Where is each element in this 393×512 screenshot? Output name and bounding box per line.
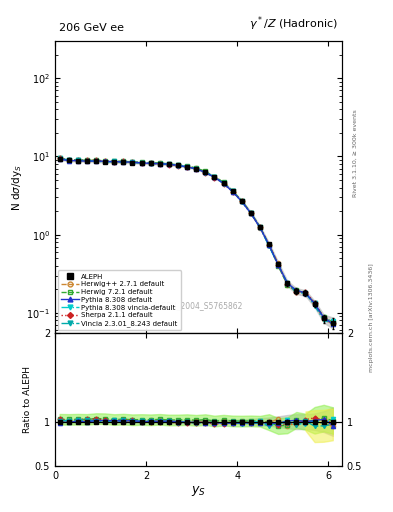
Text: 206 GeV ee: 206 GeV ee: [59, 23, 124, 33]
Y-axis label: Ratio to ALEPH: Ratio to ALEPH: [23, 366, 32, 433]
Text: ALEPH_2004_S5765862: ALEPH_2004_S5765862: [153, 301, 244, 310]
Text: mcplots.cern.ch [arXiv:1306.3436]: mcplots.cern.ch [arXiv:1306.3436]: [369, 263, 374, 372]
Text: Rivet 3.1.10, ≥ 300k events: Rivet 3.1.10, ≥ 300k events: [353, 110, 358, 198]
Y-axis label: N d$\sigma$/dy$_S$: N d$\sigma$/dy$_S$: [9, 163, 24, 210]
Text: $\gamma^*/Z$ (Hadronic): $\gamma^*/Z$ (Hadronic): [249, 15, 338, 33]
Legend: ALEPH, Herwig++ 2.7.1 default, Herwig 7.2.1 default, Pythia 8.308 default, Pythi: ALEPH, Herwig++ 2.7.1 default, Herwig 7.…: [58, 270, 181, 330]
X-axis label: $y_S$: $y_S$: [191, 483, 206, 498]
